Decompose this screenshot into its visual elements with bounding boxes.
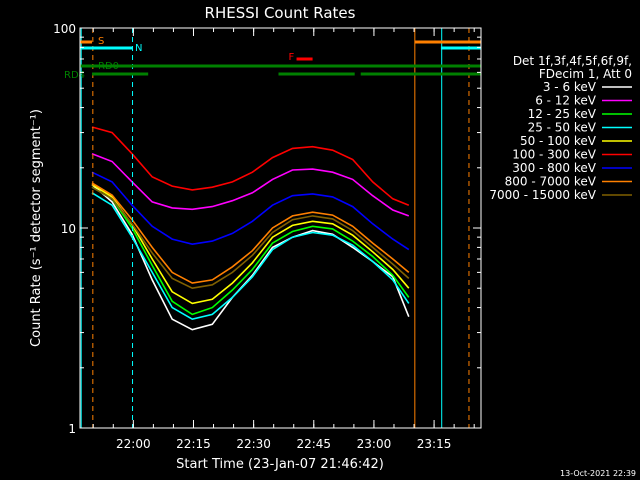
x-tick-label: 23:15: [417, 437, 452, 451]
legend-label-800-7000-kev: 800 - 7000 keV: [505, 175, 597, 189]
x-axis: 22:00 22:15 22:30 22:45 23:00 23:15: [92, 28, 475, 451]
legend-label-100-300-kev: 100 - 300 keV: [512, 148, 596, 162]
series-line-25-50-kev: [91, 192, 410, 321]
status-flags: S N RD0 RD4 F: [64, 36, 481, 81]
flag-label-rd0: RD0: [98, 61, 119, 72]
x-axis-label: Start Time (23-Jan-07 21:46:42): [176, 457, 384, 472]
legend-label-300-800-kev: 300 - 800 keV: [512, 161, 596, 175]
flag-label-n: N: [135, 43, 142, 54]
series-line-50-100-kev: [91, 183, 410, 305]
legend-label-3-6-kev: 3 - 6 keV: [543, 80, 597, 94]
series-line-12-25-kev: [91, 186, 410, 316]
series-line-3-6-kev: [91, 183, 410, 331]
legend: Det 1f,3f,4f,5f,6f,9f, FDecim 1, Att 0 3…: [489, 54, 632, 202]
x-tick-label: 22:30: [236, 437, 271, 451]
legend-header-line-2: FDecim 1, Att 0: [539, 67, 632, 81]
series-line-6-12-kev: [91, 153, 410, 217]
flag-label-rd4: RD4: [64, 70, 85, 81]
x-tick-label: 22:00: [116, 437, 151, 451]
y-tick-label: 100: [53, 22, 76, 36]
y-axis-label: Count Rate (s⁻¹ detector segment⁻¹): [29, 109, 44, 347]
y-tick-label: 10: [61, 222, 76, 236]
series-line-800-7000-kev: [91, 182, 410, 284]
legend-label-6-12-kev: 6 - 12 keV: [535, 94, 597, 108]
x-tick-label: 22:45: [296, 437, 331, 451]
legend-header-line-1: Det 1f,3f,4f,5f,6f,9f,: [513, 54, 632, 68]
flag-label-f: F: [289, 52, 295, 63]
y-axis: 1 10 100: [53, 22, 481, 436]
legend-label-12-25-kev: 12 - 25 keV: [528, 107, 597, 121]
y-tick-label: 1: [68, 422, 76, 436]
series-line-100-300-kev: [91, 126, 410, 206]
series-line-7000-15000-kev: [91, 186, 410, 290]
series-layer: [91, 126, 410, 331]
footer-timestamp: 13-Oct-2021 22:39: [560, 469, 636, 478]
x-tick-label: 23:00: [357, 437, 392, 451]
x-tick-label: 22:15: [176, 437, 211, 451]
legend-label-25-50-kev: 25 - 50 keV: [528, 121, 597, 135]
flag-label-s: S: [98, 36, 104, 47]
vertical-markers: [80, 28, 470, 428]
chart-title: RHESSI Count Rates: [205, 4, 356, 22]
legend-label-50-100-kev: 50 - 100 keV: [520, 134, 597, 148]
series-line-300-800-kev: [91, 171, 410, 251]
legend-label-7000-15000-kev: 7000 - 15000 keV: [489, 188, 596, 202]
